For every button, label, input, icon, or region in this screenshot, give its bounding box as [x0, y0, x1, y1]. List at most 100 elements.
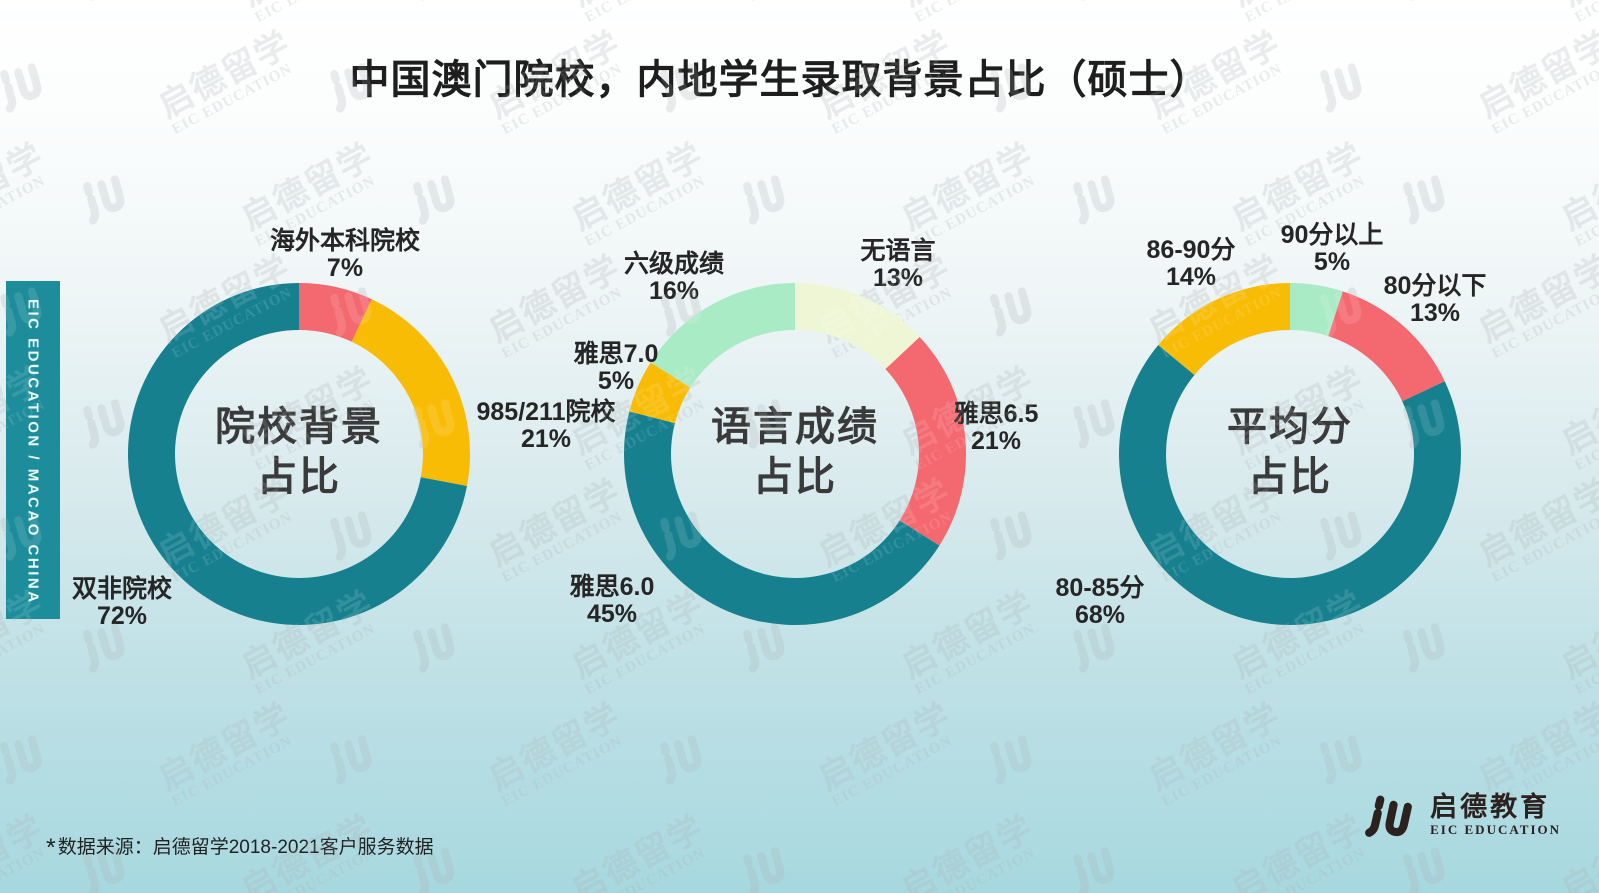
watermark-tile: 启德留学 EIC EDUCATION [1555, 136, 1599, 251]
watermark-tile: 启德留学 EIC EDUCATION [236, 0, 387, 27]
watermark-tile [1386, 0, 1460, 7]
watermark-text: 启德留学 EIC EDUCATION [482, 696, 628, 810]
brand-name-en: EIC EDUCATION [1430, 822, 1561, 837]
donut-segment-80-85分 [1119, 345, 1462, 625]
donut-segment-985/211院校 [351, 299, 470, 487]
watermark-text: 启德留学 EIC EDUCATION [1555, 136, 1599, 250]
slice-label-ielts-6-0: 雅思6.0 45% [569, 573, 655, 628]
watermark-text: 启德留学 EIC EDUCATION [895, 136, 1041, 250]
watermark-text: 启德留学 EIC EDUCATION [895, 808, 1041, 893]
watermark-text: 启德留学 EIC EDUCATION [1472, 472, 1599, 586]
slice-label-985-211: 985/211院校 21% [476, 398, 616, 453]
watermark-tile: 启德留学 EIC EDUCATION [1556, 360, 1599, 475]
watermark-tile: 启德留学 EIC EDUCATION [1226, 0, 1377, 27]
eic-iu-watermark-icon [87, 0, 100, 1]
watermark-tile [66, 0, 140, 7]
center-title-line: 占比 [257, 455, 341, 499]
watermark-text: 启德留学 EIC EDUCATION [896, 0, 1047, 27]
watermark-tile: 启德留学 EIC EDUCATION [483, 472, 634, 587]
eic-iu-watermark-icon [1407, 0, 1420, 1]
watermark-tile: 启德留学 EIC EDUCATION [895, 136, 1047, 251]
watermark-tile: 启德留学 EIC EDUCATION [896, 0, 1047, 27]
watermark-tile [726, 159, 800, 231]
watermark-tile [726, 831, 800, 893]
watermark-tile: 启德留学 EIC EDUCATION [0, 136, 58, 251]
eic-iu-watermark-icon [1407, 0, 1420, 1]
watermark-tile [66, 159, 140, 231]
center-title-line: 语言成绩 [711, 405, 879, 449]
eic-iu-watermark-icon [1073, 847, 1115, 893]
center-title-line: 占比 [1248, 455, 1332, 499]
watermark-tile [396, 0, 470, 7]
watermark-tile: 启德留学 EIC EDUCATION [1556, 584, 1599, 699]
watermark-tile [973, 719, 1047, 791]
eic-iu-watermark-icon [743, 847, 785, 893]
eic-iu-watermark-icon [0, 735, 42, 785]
watermark-text: 启德留学 EIC EDUCATION [565, 808, 711, 893]
watermark-tile: 启德留学 EIC EDUCATION [566, 808, 717, 893]
slice-label-86-90: 86-90分 14% [1146, 236, 1236, 291]
watermark-tile: 启德留学 EIC EDUCATION [482, 696, 634, 811]
watermark-text: 启德留学 EIC EDUCATION [1225, 808, 1371, 893]
watermark-tile: 启德留学 EIC EDUCATION [1225, 808, 1377, 893]
watermark-text: 启德留学 EIC EDUCATION [1225, 808, 1371, 893]
watermark-text: 启德留学 EIC EDUCATION [1226, 0, 1377, 27]
watermark-tile [66, 0, 140, 7]
eic-iu-watermark-icon [743, 175, 785, 225]
watermark-tile [0, 719, 57, 791]
eic-iu-watermark-icon [660, 735, 702, 785]
watermark-tile: 启德留学 EIC EDUCATION [1556, 360, 1599, 475]
donut-chart-average-score [1119, 283, 1462, 625]
watermark-text: 启德留学 EIC EDUCATION [565, 136, 711, 250]
slice-label-cet6: 六级成绩 16% [623, 250, 725, 305]
watermark-text: 启德留学 EIC EDUCATION [1472, 248, 1599, 362]
watermark-text: 启德留学 EIC EDUCATION [0, 136, 51, 250]
watermark-tile: 启德留学 EIC EDUCATION [0, 136, 58, 251]
eic-iu-watermark-icon [0, 735, 42, 785]
watermark-tile [973, 271, 1047, 343]
eic-iu-watermark-icon [990, 735, 1032, 785]
donut-segment-六级成绩 [650, 283, 795, 388]
watermark-tile [1386, 159, 1460, 231]
eic-iu-watermark-icon [417, 0, 430, 1]
donut-segment-海外本科院校 [299, 283, 372, 342]
donut-center-title-school-background: 院校背景 占比 [215, 402, 383, 502]
watermark-text: 启德留学 EIC EDUCATION [566, 0, 717, 27]
watermark-tile [1056, 159, 1130, 231]
watermark-tile: 启德留学 EIC EDUCATION [566, 0, 717, 27]
eic-iu-watermark-icon [660, 735, 702, 785]
sidebar-label: EIC EDUCATION / MACAO CHINA [24, 299, 42, 605]
watermark-tile [1056, 0, 1130, 7]
watermark-tile: 启德留学 EIC EDUCATION [566, 136, 717, 251]
watermark-tile: 启德留学 EIC EDUCATION [1556, 0, 1599, 27]
watermark-tile: 启德留学 EIC EDUCATION [812, 696, 964, 811]
data-source-footnote: * 数据来源：启德留学2018-2021客户服务数据 [46, 834, 434, 862]
watermark-tile: 启德留学 EIC EDUCATION [1555, 584, 1599, 699]
watermark-tile [396, 0, 470, 7]
eic-iu-watermark-icon [743, 847, 785, 893]
donut-center-title-language-score: 语言成绩 占比 [711, 402, 879, 502]
watermark-text: 启德留学 EIC EDUCATION [482, 696, 628, 810]
watermark-tile: 启德留学 EIC EDUCATION [1472, 472, 1599, 587]
slice-label-ielts-7-0: 雅思7.0 5% [573, 340, 659, 395]
watermark-text: 启德留学 EIC EDUCATION [1555, 584, 1599, 698]
watermark-tile [0, 719, 57, 791]
watermark-tile: 启德留学 EIC EDUCATION [896, 0, 1047, 27]
eic-iu-watermark-icon [1073, 175, 1115, 225]
watermark-tile [726, 831, 800, 893]
eic-iu-watermark-icon [1403, 175, 1445, 225]
eic-iu-watermark-icon [990, 511, 1032, 561]
watermark-tile [1303, 719, 1377, 791]
eic-iu-watermark-icon [1073, 175, 1115, 225]
watermark-tile: 启德留学 EIC EDUCATION [565, 808, 717, 893]
watermark-tile [1056, 159, 1130, 231]
watermark-tile: 启德留学 EIC EDUCATION [813, 696, 964, 811]
watermark-text: 启德留学 EIC EDUCATION [812, 696, 958, 810]
eic-iu-watermark-icon [1320, 735, 1362, 785]
center-title-line: 平均分 [1227, 405, 1353, 449]
watermark-tile [396, 159, 470, 231]
watermark-tile [973, 495, 1047, 567]
slice-label-non-985-211: 双非院校 72% [71, 575, 173, 630]
watermark-text: 启德留学 EIC EDUCATION [1226, 0, 1377, 27]
watermark-text: 启德留学 EIC EDUCATION [1555, 808, 1599, 893]
